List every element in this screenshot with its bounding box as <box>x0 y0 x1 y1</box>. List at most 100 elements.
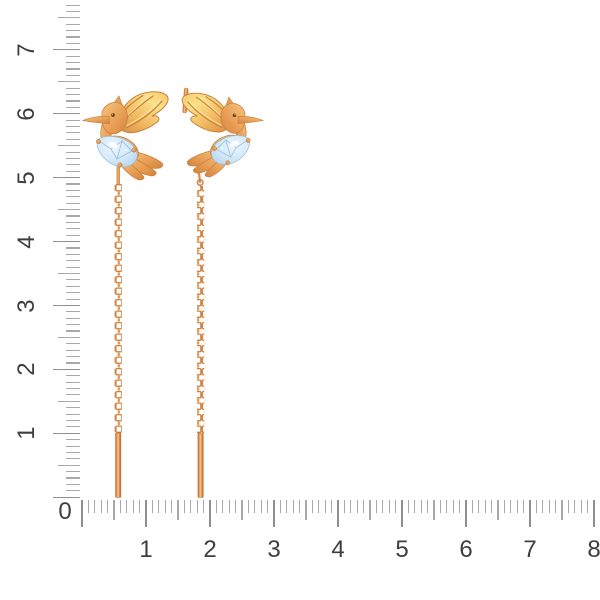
vertical-ruler-tick <box>66 483 80 485</box>
horizontal-ruler-number: 4 <box>331 536 345 563</box>
vertical-ruler-tick <box>58 272 80 275</box>
horizontal-ruler-tick <box>446 500 448 513</box>
vertical-ruler-tick <box>66 119 80 121</box>
horizontal-ruler-tick <box>555 500 557 513</box>
vertical-ruler-tick <box>66 30 80 32</box>
horizontal-ruler-tick <box>484 500 486 513</box>
vertical-ruler-tick <box>66 260 80 262</box>
horizontal-ruler-tick <box>414 500 416 513</box>
horizontal-ruler-tick <box>183 500 185 513</box>
vertical-ruler-tick <box>66 170 80 172</box>
vertical-ruler-tick <box>66 87 80 89</box>
horizontal-ruler-tick <box>247 500 249 513</box>
vertical-ruler-tick <box>66 266 80 268</box>
horizontal-ruler-tick <box>279 500 281 513</box>
horizontal-ruler-tick <box>331 500 333 513</box>
horizontal-ruler-tick <box>337 500 339 527</box>
vertical-ruler-tick <box>66 151 80 153</box>
horizontal-ruler-tick <box>542 500 544 513</box>
horizontal-ruler-tick <box>158 500 160 513</box>
horizontal-ruler-tick <box>132 500 134 513</box>
horizontal-ruler-tick <box>254 500 256 513</box>
left-earring-bird <box>82 91 169 181</box>
horizontal-ruler-tick <box>516 500 518 513</box>
horizontal-ruler-tick <box>215 500 217 513</box>
horizontal-ruler-tick <box>139 500 141 513</box>
horizontal-ruler-tick <box>548 500 550 513</box>
horizontal-ruler-tick <box>318 500 320 513</box>
horizontal-ruler-tick <box>126 500 128 513</box>
horizontal-ruler-tick <box>497 500 499 520</box>
horizontal-ruler-tick <box>228 500 230 513</box>
horizontal-ruler-tick <box>356 500 358 513</box>
left-earring-chain <box>114 184 122 433</box>
horizontal-ruler-tick <box>94 500 96 513</box>
horizontal-ruler-tick <box>190 500 192 513</box>
vertical-ruler-tick <box>66 471 80 473</box>
horizontal-ruler-tick <box>260 500 262 513</box>
vertical-ruler-tick <box>66 394 80 396</box>
horizontal-ruler-tick <box>363 500 365 513</box>
vertical-ruler-tick <box>66 42 80 44</box>
horizontal-ruler-tick <box>395 500 397 513</box>
vertical-ruler-tick <box>66 55 80 57</box>
horizontal-ruler-tick <box>427 500 429 513</box>
vertical-ruler-tick <box>66 215 80 217</box>
horizontal-ruler-tick <box>145 500 147 527</box>
horizontal-ruler-tick <box>119 500 121 513</box>
horizontal-ruler-number: 7 <box>523 536 537 563</box>
vertical-ruler-tick <box>66 458 80 460</box>
horizontal-ruler-tick <box>311 500 313 513</box>
vertical-ruler-tick <box>52 49 80 51</box>
vertical-ruler-tick <box>66 253 80 255</box>
horizontal-ruler-tick <box>535 500 537 513</box>
vertical-ruler-tick <box>66 349 80 351</box>
right-earring-bird <box>181 92 264 178</box>
right-earring-bar <box>197 432 204 498</box>
vertical-ruler-tick <box>66 234 80 236</box>
horizontal-ruler-tick <box>452 500 454 513</box>
horizontal-ruler-tick <box>369 500 371 520</box>
vertical-ruler-tick <box>52 177 80 179</box>
horizontal-ruler-tick <box>375 500 377 513</box>
vertical-ruler-tick <box>66 477 80 479</box>
horizontal-ruler-tick <box>177 500 179 520</box>
vertical-ruler-tick <box>52 241 80 243</box>
vertical-ruler-tick <box>66 74 80 76</box>
vertical-ruler-tick <box>58 400 80 402</box>
vertical-ruler-tick <box>66 413 80 415</box>
vertical-ruler-tick <box>52 113 80 115</box>
vertical-ruler-tick <box>52 496 80 498</box>
vertical-ruler-tick <box>66 343 80 345</box>
horizontal-ruler-tick <box>561 500 563 520</box>
vertical-ruler-tick <box>66 4 80 6</box>
horizontal-ruler-tick <box>439 500 441 513</box>
horizontal-ruler-tick <box>350 500 352 513</box>
horizontal-ruler-tick <box>171 500 173 513</box>
horizontal-ruler-tick <box>388 500 390 513</box>
horizontal-ruler-tick <box>235 500 237 513</box>
horizontal-ruler-tick <box>523 500 525 513</box>
vertical-ruler-tick <box>66 196 80 198</box>
horizontal-ruler-tick <box>267 500 269 513</box>
vertical-ruler-tick <box>66 356 80 358</box>
vertical-ruler-tick <box>66 451 80 454</box>
right-earring-loop <box>196 178 204 187</box>
vertical-ruler-tick <box>66 36 80 38</box>
horizontal-ruler-tick <box>459 500 461 513</box>
horizontal-ruler-tick <box>382 500 384 513</box>
horizontal-ruler-tick <box>503 500 505 513</box>
left-earring-bar <box>115 432 122 498</box>
vertical-ruler-tick <box>66 202 80 204</box>
vertical-ruler-tick <box>66 106 80 108</box>
vertical-ruler-tick <box>58 145 80 147</box>
vertical-ruler-tick <box>52 368 80 370</box>
horizontal-ruler-tick <box>203 500 205 513</box>
horizontal-ruler-number: 2 <box>203 536 217 563</box>
horizontal-ruler-tick <box>465 500 467 527</box>
horizontal-ruler-tick <box>241 500 243 520</box>
vertical-ruler-tick <box>66 125 80 128</box>
vertical-ruler-tick <box>66 439 80 441</box>
vertical-ruler-tick <box>66 388 80 390</box>
